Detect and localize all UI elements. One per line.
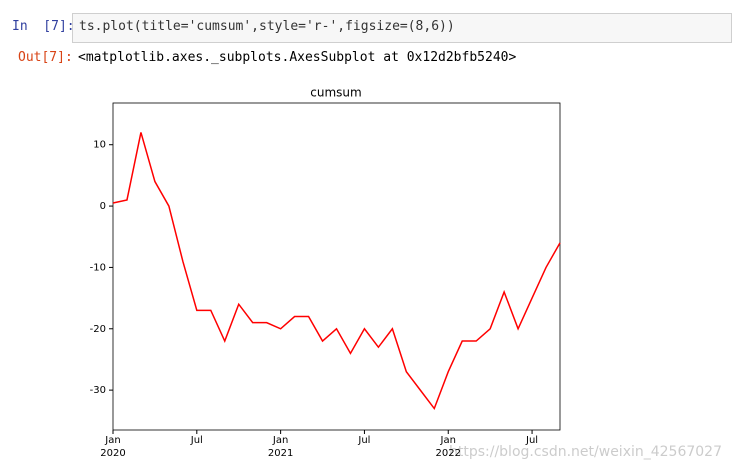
code: ts.plot(title='cumsum',style='r-',figsiz…: [79, 19, 455, 34]
code-cell[interactable]: [72, 13, 732, 43]
output-text: <matplotlib.axes._subplots.AxesSubplot a…: [78, 50, 517, 65]
plot-frame: [112, 102, 561, 431]
chart-title: cumsum: [310, 86, 361, 100]
y-tick-label: 0: [100, 201, 106, 212]
watermark: https://blog.csdn.net/weixin_42567027: [449, 444, 722, 460]
x-tick-label: Jan: [272, 435, 288, 446]
x-tick-label: Jul: [190, 435, 203, 446]
x-tick-label: Jul: [357, 435, 370, 446]
x-year-label: 2021: [268, 448, 293, 459]
y-tick-label: 10: [93, 140, 106, 151]
x-tick-label: Jan: [440, 435, 456, 446]
in-prompt: In [7]:: [12, 19, 75, 34]
y-tick-label: -20: [90, 324, 106, 335]
out-prompt: Out[7]:: [18, 50, 73, 65]
x-year-label: 2020: [100, 448, 125, 459]
x-tick-label: Jul: [525, 435, 538, 446]
x-tick-label: Jan: [104, 435, 120, 446]
y-tick-label: -30: [90, 385, 106, 396]
line-series: [112, 132, 561, 411]
x-year-label: 2022: [436, 448, 461, 459]
y-tick-label: -10: [90, 262, 106, 273]
